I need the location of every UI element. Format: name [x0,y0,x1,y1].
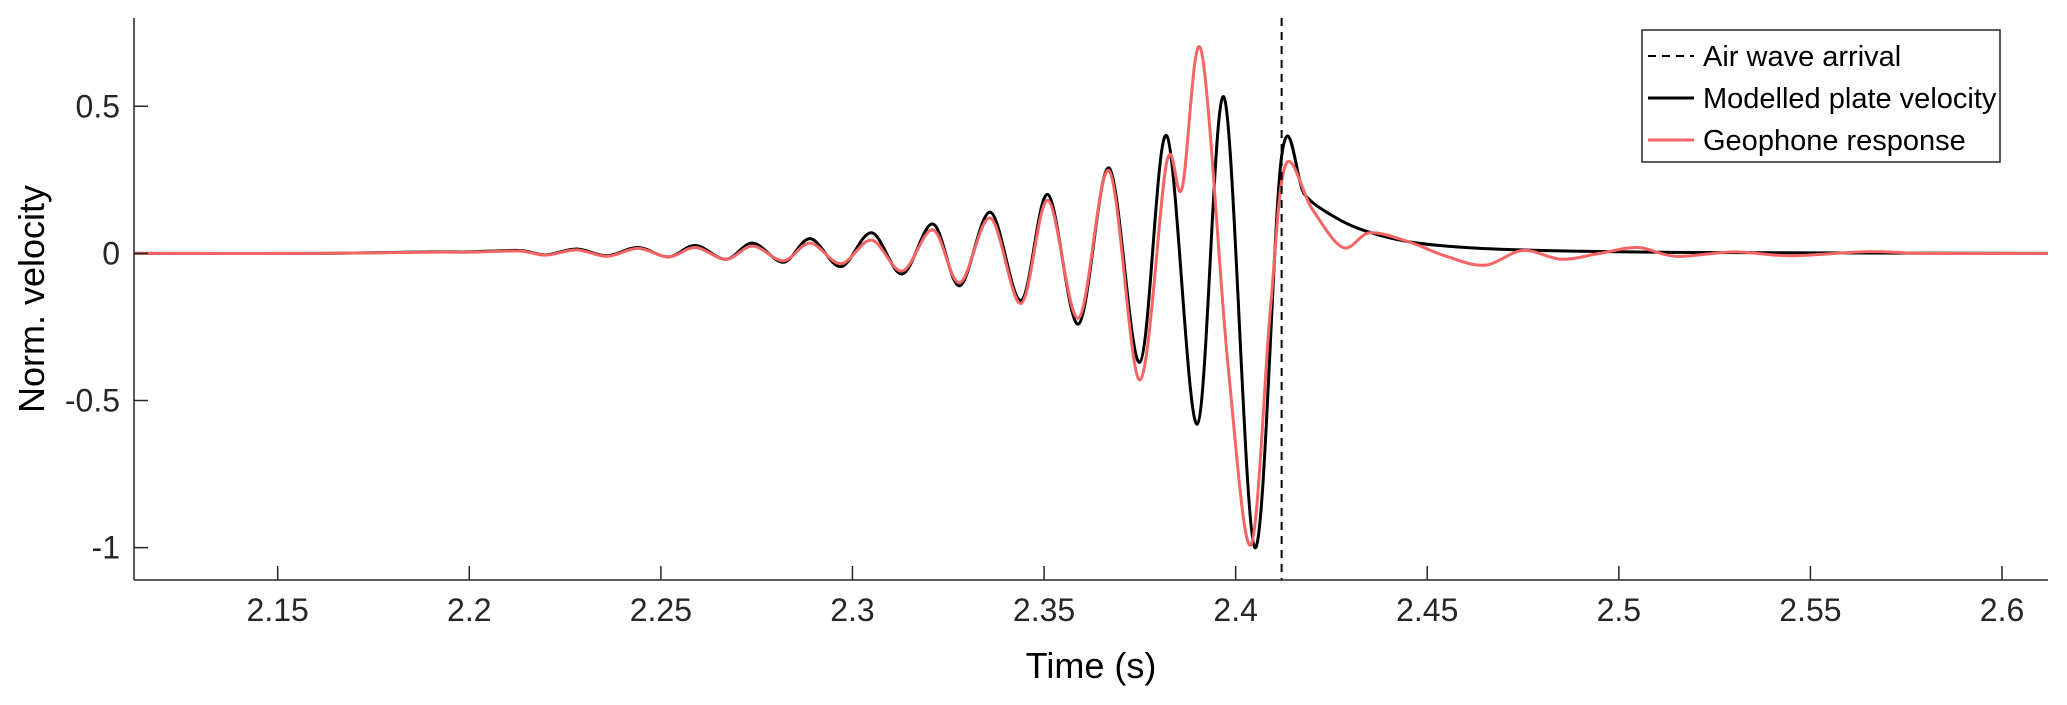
x-tick-label: 2.35 [1013,592,1075,628]
x-ticks: 2.15 2.2 2.25 2.3 2.35 2.4 2.45 2.5 2.55 2.6 [247,566,2024,628]
plot-area: 2.15 2.2 2.25 2.3 2.35 2.4 2.45 2.5 2.55 2.6 -1 -0… [65,18,2049,628]
x-tick-label: 2.25 [630,592,692,628]
y-tick-label: 0 [102,235,120,271]
y-tick-label: -1 [92,530,120,566]
series-line-modelled-plate-velocity [133,95,2049,550]
x-tick-label: 2.55 [1779,592,1841,628]
x-tick-label: 2.15 [247,592,309,628]
x-tick-label: 2.3 [830,592,874,628]
legend-label-geophone: Geophone response [1703,125,1966,157]
x-tick-label: 2.5 [1597,592,1641,628]
series-line-geophone-response [133,45,2049,547]
legend-label-modelled: Modelled plate velocity [1703,83,1997,115]
x-tick-label: 2.4 [1213,592,1257,628]
x-tick-label: 2.6 [1980,592,2024,628]
legend-box [1641,29,2001,163]
x-tick-label: 2.2 [447,592,491,628]
x-axis-title: Time (s) [1026,645,1157,686]
legend-label-air-wave: Air wave arrival [1703,41,1901,73]
y-tick-label: 0.5 [76,88,120,124]
x-tick-label: 2.45 [1396,592,1458,628]
data-lines [133,45,2049,550]
y-tick-label: -0.5 [65,383,120,419]
y-ticks: -1 -0.5 0 0.5 [65,88,148,566]
legend: Air wave arrival Modelled plate velocity… [1641,29,2001,163]
y-axis-title: Norm. velocity [11,185,52,413]
